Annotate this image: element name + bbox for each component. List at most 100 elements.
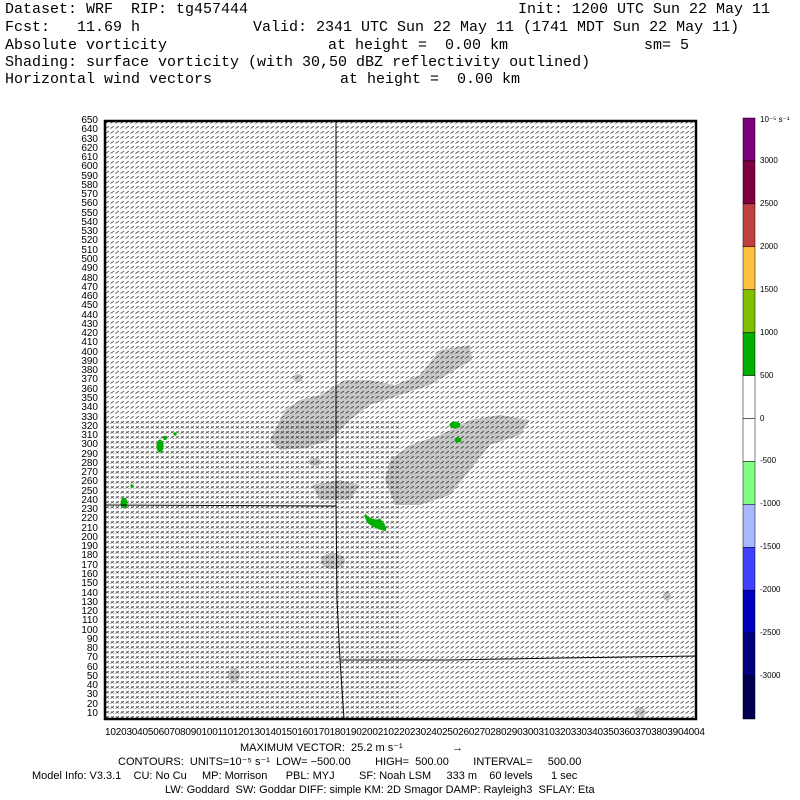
- colorbar-swatch: [742, 675, 756, 720]
- max-vector-label: MAXIMUM VECTOR: 25.2 m s⁻¹: [240, 742, 403, 754]
- colorbar-units: 10⁻⁵ s⁻¹: [760, 115, 790, 124]
- colorbar-level-label: 3000: [760, 155, 778, 165]
- colorbar-swatch: [742, 547, 756, 591]
- y-tick-label: 170: [81, 559, 98, 571]
- y-tick-label: 160: [81, 569, 98, 581]
- model-info: Model Info: V3.3.1 CU: No Cu MP: Morriso…: [32, 770, 578, 782]
- vorticity-contours: [120, 421, 462, 532]
- y-tick-label: 190: [81, 541, 98, 553]
- y-tick-label: 340: [81, 402, 98, 414]
- y-tick-label: 470: [81, 281, 98, 293]
- y-tick-label: 480: [81, 272, 98, 284]
- y-tick-label: 510: [81, 244, 98, 256]
- y-tick-label: 290: [81, 448, 98, 460]
- y-tick-label: 250: [81, 485, 98, 497]
- y-tick-label: 150: [81, 578, 98, 590]
- y-tick-label: 620: [81, 142, 98, 154]
- colorbar-level-label: 2500: [760, 198, 778, 208]
- y-tick-label: 600: [81, 161, 98, 173]
- y-tick-label: 80: [86, 643, 98, 655]
- field1-smoothing: sm= 5: [644, 37, 690, 54]
- colorbar-swatch: [742, 375, 756, 419]
- colorbar-swatch: [742, 117, 756, 162]
- y-tick-label: 240: [81, 494, 98, 506]
- y-tick-label: 650: [81, 115, 98, 126]
- colorbar-swatch: [742, 203, 756, 248]
- y-tick-label: 560: [81, 198, 98, 210]
- y-tick-label: 450: [81, 300, 98, 312]
- colorbar-level-label: 1500: [760, 284, 778, 294]
- y-tick-label: 210: [81, 522, 98, 534]
- colorbar-level-label: -500: [760, 456, 777, 466]
- wind-vector-field: [105, 121, 696, 719]
- y-tick-label: 380: [81, 365, 98, 377]
- y-tick-label: 100: [81, 624, 98, 636]
- y-tick-label: 570: [81, 189, 98, 201]
- y-tick-label: 200: [81, 531, 98, 543]
- y-tick-label: 520: [81, 235, 98, 247]
- y-tick-label: 180: [81, 550, 98, 562]
- y-tick-label: 350: [81, 392, 98, 404]
- y-tick-label: 410: [81, 337, 98, 349]
- y-tick-label: 550: [81, 207, 98, 219]
- colorbar: [742, 117, 756, 720]
- colorbar-level-label: 0: [760, 413, 765, 423]
- y-tick-label: 590: [81, 170, 98, 182]
- y-tick-label: 530: [81, 226, 98, 238]
- y-tick-label: 10: [86, 708, 98, 719]
- y-tick-label: 500: [81, 253, 98, 265]
- max-vector-arrow-icon: →: [452, 742, 463, 754]
- colorbar-swatch: [742, 632, 756, 677]
- y-tick-label: 400: [81, 346, 98, 358]
- y-tick-label: 220: [81, 513, 98, 525]
- contours-info: CONTOURS: UNITS=10⁻⁵ s⁻¹ LOW= −500.00 HI…: [118, 756, 582, 768]
- colorbar-level-label: -1000: [760, 499, 781, 509]
- dataset-label: Dataset: WRF RIP: tg457444: [5, 1, 249, 18]
- field1-name: Absolute vorticity: [5, 37, 168, 54]
- colorbar-swatch: [742, 332, 756, 376]
- colorbar-swatch: [742, 160, 756, 205]
- y-tick-label: 70: [86, 652, 98, 664]
- y-tick-label: 630: [81, 133, 98, 145]
- y-tick-label: 60: [86, 661, 98, 673]
- y-tick-label: 50: [86, 670, 98, 682]
- y-tick-label: 20: [86, 698, 98, 710]
- colorbar-swatch: [742, 289, 756, 333]
- y-tick-label: 140: [81, 587, 98, 599]
- colorbar-level-label: -2000: [760, 585, 781, 595]
- boundary-lines: [104, 121, 697, 720]
- y-tick-label: 320: [81, 420, 98, 432]
- y-tick-label: 110: [82, 615, 98, 627]
- colorbar-swatch: [742, 504, 756, 548]
- y-tick-label: 640: [81, 124, 98, 136]
- y-tick-label: 460: [81, 291, 98, 303]
- y-tick-label: 30: [86, 689, 98, 701]
- y-tick-label: 610: [81, 152, 98, 164]
- shading-description: Shading: surface vorticity (with 30,50 d…: [5, 54, 591, 71]
- field1-height: at height = 0.00 km: [328, 37, 509, 54]
- y-tick-label: 130: [81, 596, 98, 608]
- forecast-hour-label: Fcst: 11.69 h: [5, 19, 141, 36]
- model-info-physics: LW: Goddard SW: Goddar DIFF: simple KM: …: [165, 784, 595, 796]
- y-tick-label: 390: [81, 355, 98, 367]
- y-tick-label: 90: [86, 633, 98, 645]
- init-time-label: Init: 1200 UTC Sun 22 May 11: [518, 1, 771, 18]
- colorbar-swatch: [742, 589, 756, 634]
- colorbar-level-label: 2000: [760, 241, 778, 251]
- colorbar-level-label: 1000: [760, 327, 778, 337]
- y-tick-label: 230: [81, 504, 98, 516]
- colorbar-level-label: -2500: [760, 628, 781, 638]
- y-tick-label: 310: [81, 430, 98, 442]
- y-tick-label: 580: [81, 179, 98, 191]
- y-tick-label: 360: [81, 383, 98, 395]
- y-tick-label: 120: [81, 606, 98, 618]
- plot-frame: [103, 119, 698, 721]
- x-axis-tick-labels: 1020304050607080901001101201301401501601…: [105, 727, 705, 738]
- colorbar-level-label: -3000: [760, 671, 781, 681]
- colorbar-swatch: [742, 246, 756, 290]
- y-tick-label: 300: [81, 439, 98, 451]
- y-tick-label: 430: [81, 318, 98, 330]
- field2-height: at height = 0.00 km: [340, 71, 521, 88]
- valid-time-label: Valid: 2341 UTC Sun 22 May 11 (1741 MDT …: [253, 19, 740, 36]
